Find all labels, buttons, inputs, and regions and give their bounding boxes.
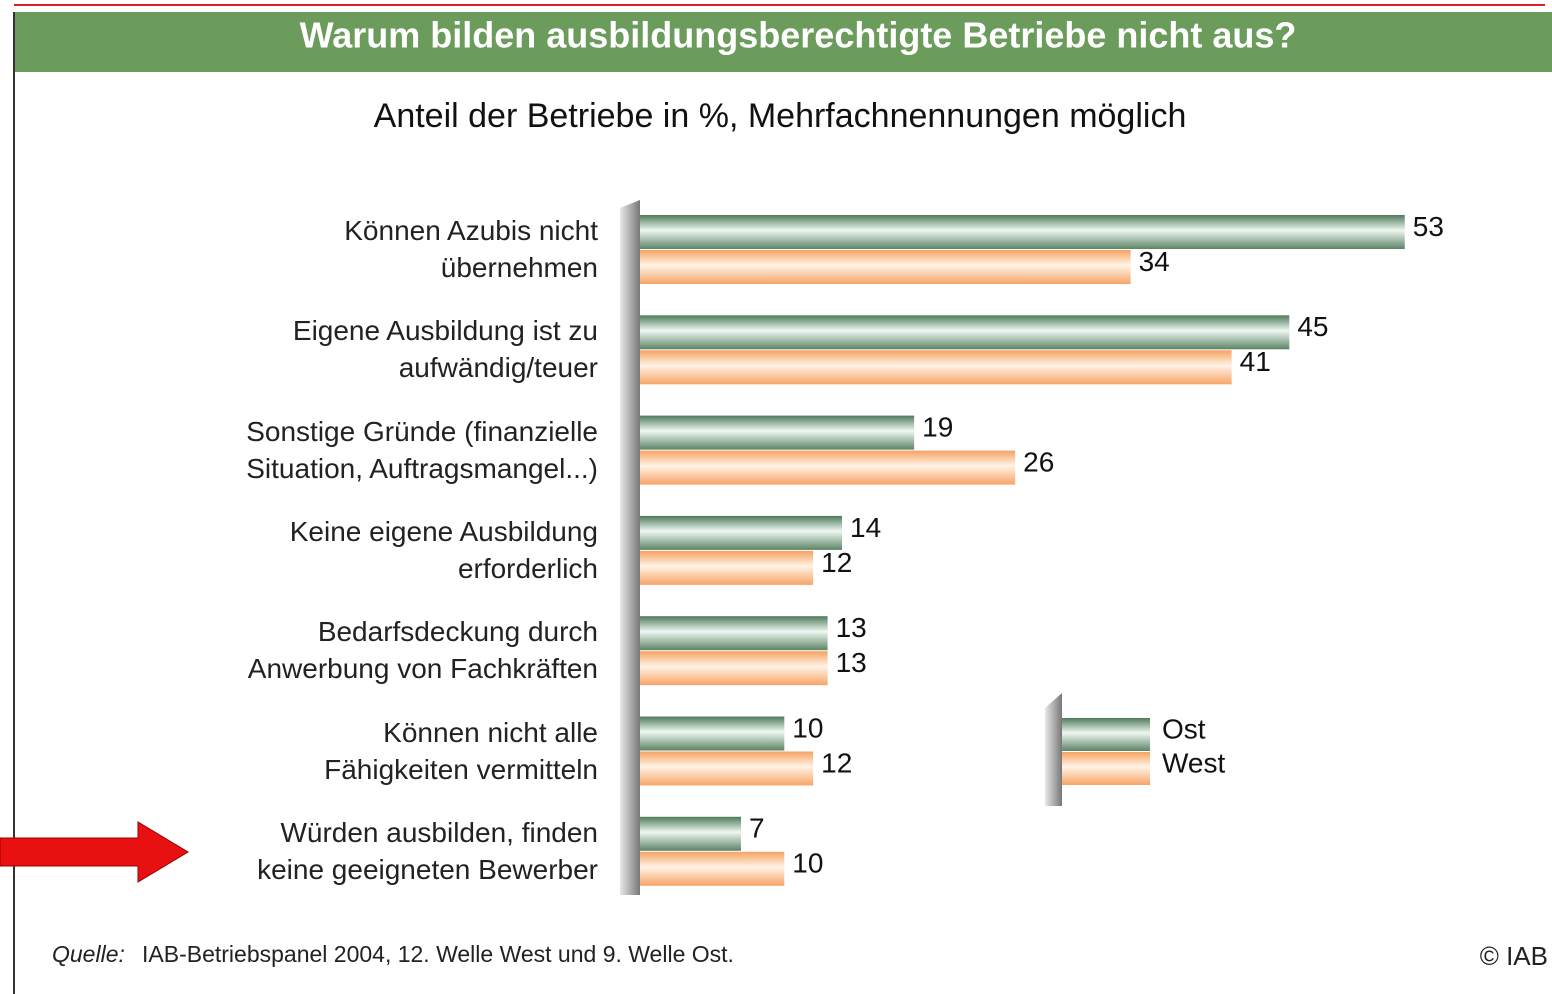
bar <box>640 250 1131 284</box>
value-label: 26 <box>1023 446 1054 477</box>
category-label: Können nicht alle Fähigkeiten vermitteln <box>324 716 598 785</box>
bar <box>640 816 742 851</box>
category-label: Würden ausbilden, finden keine geeignete… <box>257 816 598 885</box>
value-label: 12 <box>821 547 852 578</box>
bar <box>640 651 828 686</box>
category-label: Eigene Ausbildung ist zu aufwändig/teuer <box>292 315 598 384</box>
category-label: Sonstige Gründe (finanzielle Situation, … <box>246 415 598 484</box>
category-label: Bedarfsdeckung durch Anwerbung von Fachk… <box>247 616 598 685</box>
axis-wall <box>620 200 640 895</box>
value-label: 10 <box>792 848 823 879</box>
bar <box>640 215 1405 249</box>
legend-label: West <box>1162 747 1225 778</box>
bar <box>640 515 843 550</box>
value-label: 41 <box>1240 346 1271 377</box>
title-bar <box>14 12 1552 72</box>
bar <box>640 616 828 651</box>
value-label: 19 <box>922 411 953 442</box>
bar <box>640 350 1232 385</box>
bar <box>640 450 1016 485</box>
value-label: 12 <box>821 747 852 778</box>
category-label: Können Azubis nicht übernehmen <box>344 215 598 283</box>
value-label: 34 <box>1139 246 1170 277</box>
value-label: 53 <box>1413 211 1444 242</box>
source-label: Quelle: <box>52 941 125 967</box>
value-label: 7 <box>749 813 765 844</box>
value-label: 13 <box>836 612 867 643</box>
value-label: 10 <box>792 712 823 743</box>
category-label: Keine eigene Ausbildung erforderlich <box>289 515 598 584</box>
legend-swatch <box>1062 752 1150 785</box>
chart-title: Warum bilden ausbildungsberechtigte Betr… <box>300 15 1297 56</box>
bar <box>640 415 915 450</box>
legend-label: Ost <box>1162 713 1206 744</box>
source: IAB-Betriebspanel 2004, 12. Welle West u… <box>142 941 734 967</box>
bar <box>640 315 1290 350</box>
value-label: 13 <box>836 647 867 678</box>
value-label: 14 <box>850 512 881 543</box>
bar <box>640 550 814 585</box>
copyright: © IAB <box>1480 941 1548 971</box>
chart-subtitle: Anteil der Betriebe in %, Mehrfachnennun… <box>374 97 1187 135</box>
legend-swatch <box>1062 718 1150 751</box>
bar <box>640 716 785 751</box>
legend-wall <box>1045 693 1062 806</box>
bar <box>640 751 814 786</box>
red-arrow <box>0 821 189 883</box>
bar <box>640 851 785 886</box>
value-label: 45 <box>1297 311 1328 342</box>
